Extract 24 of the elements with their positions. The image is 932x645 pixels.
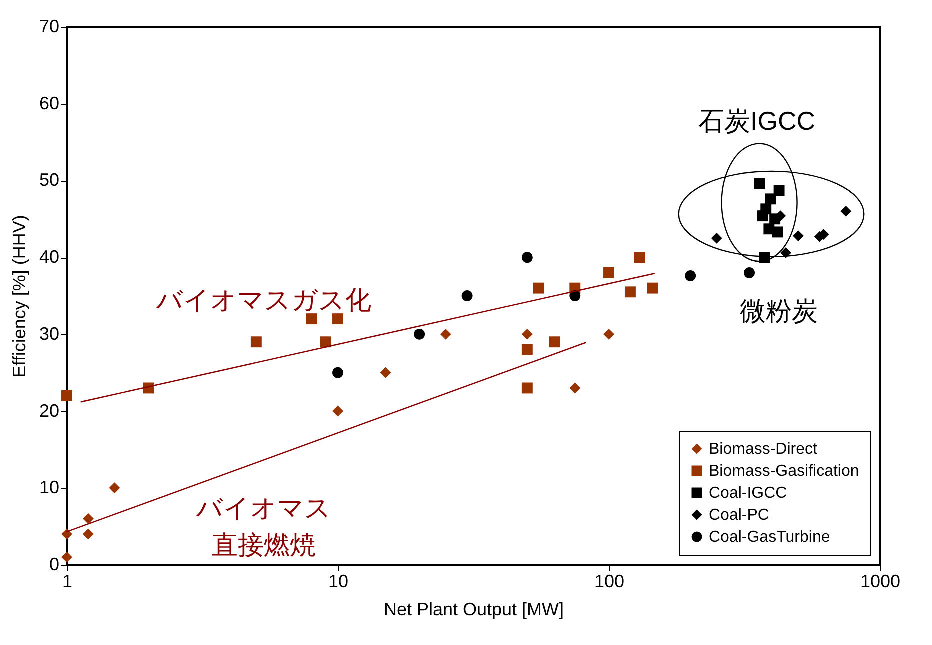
annotation: 石炭IGCC xyxy=(698,106,816,136)
annotation: バイオマス xyxy=(196,493,332,523)
x-tick-label: 1000 xyxy=(860,572,901,592)
y-tick-label: 0 xyxy=(49,554,60,574)
x-tick-label: 10 xyxy=(328,572,349,592)
annotation: 微粉炭 xyxy=(740,296,818,326)
legend-label: Biomass-Gasification xyxy=(709,463,860,480)
annotation: 直接燃焼 xyxy=(212,530,316,560)
legend-label: Coal-PC xyxy=(709,507,770,524)
legend-label: Coal-GasTurbine xyxy=(709,529,830,546)
y-axis-title: Efficiency [%] (HHV) xyxy=(9,215,30,378)
legend-label: Coal-IGCC xyxy=(709,485,788,502)
y-tick-label: 40 xyxy=(39,247,60,268)
y-tick-label: 10 xyxy=(39,478,60,498)
x-tick-label: 1 xyxy=(62,572,73,592)
y-tick-label: 50 xyxy=(39,170,60,190)
y-tick-label: 70 xyxy=(39,16,60,36)
y-tick-label: 30 xyxy=(39,324,60,344)
x-axis-title: Net Plant Output [MW] xyxy=(384,600,564,620)
y-tick-label: 20 xyxy=(39,400,60,421)
annotation: バイオマスガス化 xyxy=(156,285,372,315)
y-tick-label: 60 xyxy=(39,93,60,114)
legend-label: Biomass-Direct xyxy=(709,441,818,458)
x-tick-label: 100 xyxy=(594,572,625,592)
